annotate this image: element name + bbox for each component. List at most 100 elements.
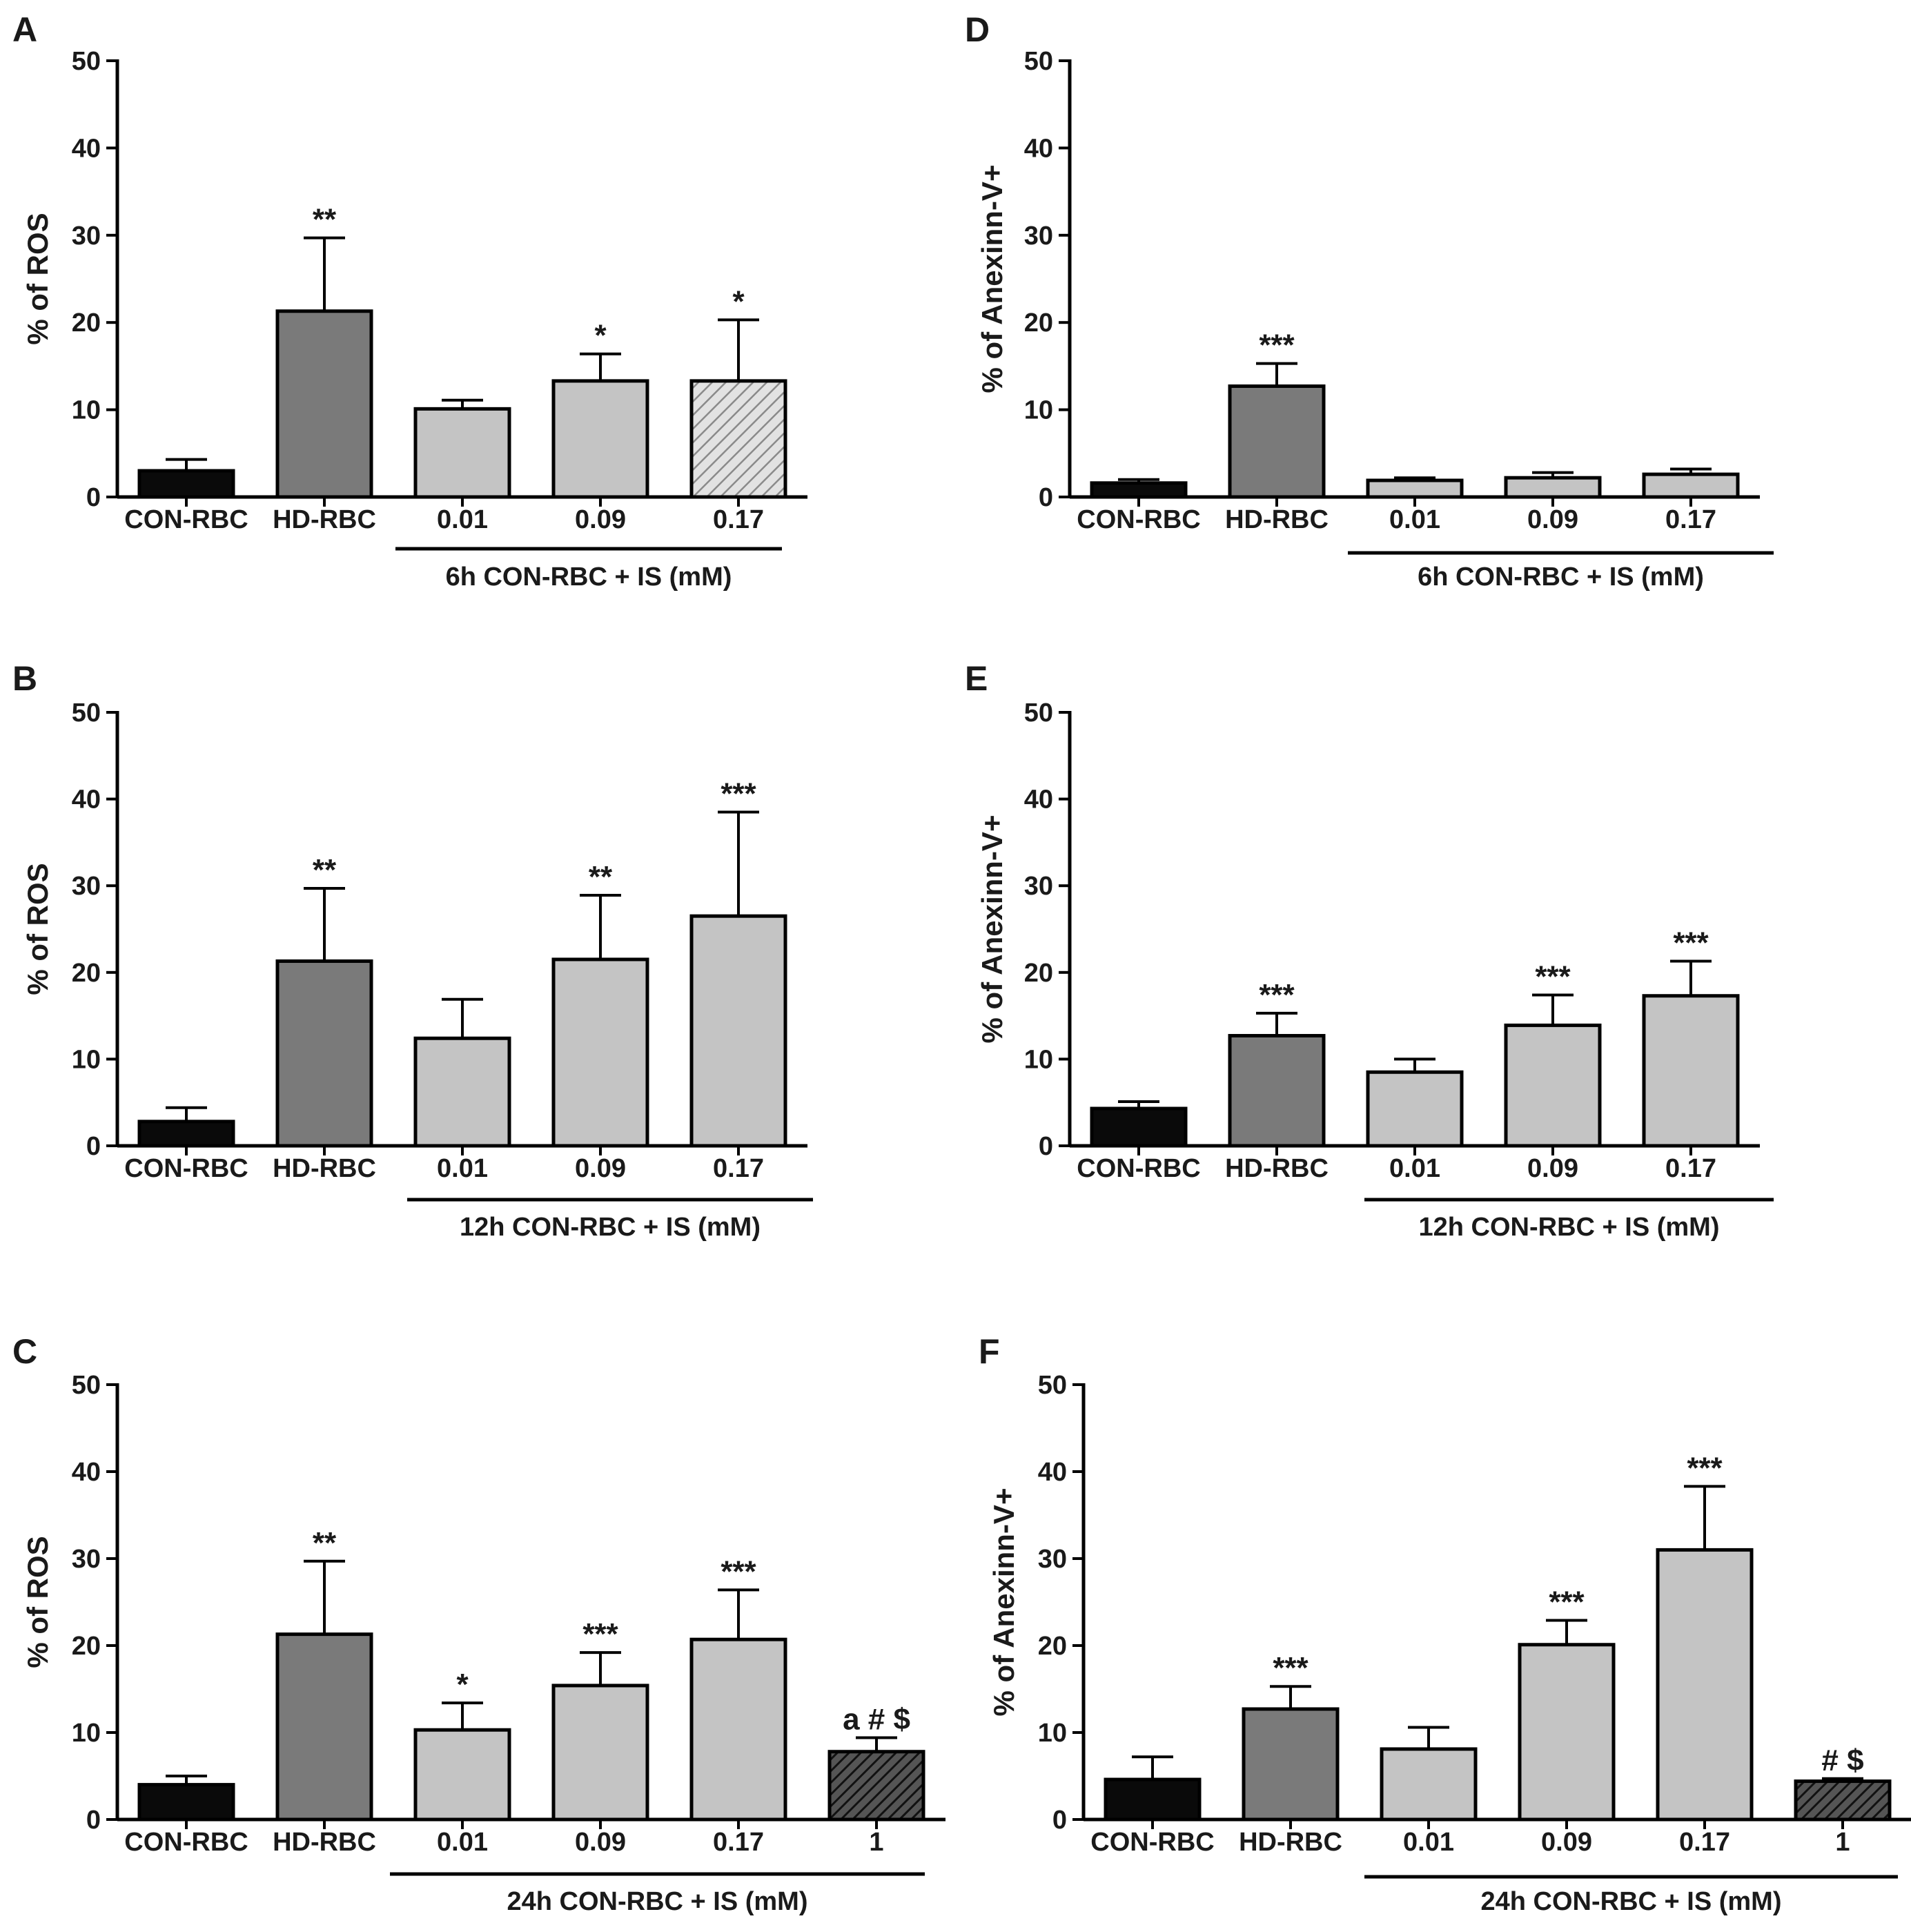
panel-f-bar-0-01 <box>1380 1747 1478 1822</box>
panel-c-significance-marker: ** <box>313 1526 337 1560</box>
panel-f-bar-1 <box>1794 1779 1892 1822</box>
panel-f-y-tick-label: 40 <box>1038 1458 1067 1487</box>
panel-f-x-tick-label: 0.17 <box>1679 1828 1730 1857</box>
panel-b-bar-0-01 <box>413 1036 511 1148</box>
panel-b-y-tick-label: 30 <box>72 872 101 901</box>
panel-e-x-tick-label: HD-RBC <box>1225 1154 1329 1183</box>
panel-e-bar-0-09 <box>1504 1023 1602 1148</box>
panel-c-bar-1 <box>827 1750 925 1822</box>
panel-d-x-tick-label: CON-RBC <box>1077 505 1200 534</box>
panel-d-group-label: 6h CON-RBC + IS (mM) <box>1418 563 1704 592</box>
panel-d-y-tick-label: 10 <box>1024 396 1053 425</box>
panel-d-x-tick-label: 0.17 <box>1665 505 1716 534</box>
panel-b-bar-hd-rbc <box>275 959 373 1148</box>
panel-d-significance-marker: *** <box>1259 329 1295 362</box>
panel-b-x-tick-label: HD-RBC <box>273 1154 376 1183</box>
panel-b-letter: B <box>12 659 37 698</box>
panel-f-y-tick-label: 20 <box>1038 1632 1067 1661</box>
panel-a-x-tick-label: 0.01 <box>437 505 488 534</box>
panel-f-significance-marker: # $ <box>1821 1744 1863 1777</box>
panel-d-x-tick-label: 0.09 <box>1527 505 1578 534</box>
panel-d-letter: D <box>965 10 990 49</box>
panel-e-y-tick-label: 50 <box>1024 699 1053 728</box>
panel-c-significance-marker: a # $ <box>843 1703 910 1737</box>
panel-d-bar-0-01 <box>1366 478 1464 499</box>
panel-d-y-axis-label: % of Anexinn-V+ <box>976 165 1008 393</box>
panel-b-significance-marker: ** <box>313 853 337 887</box>
panel-b-group-label: 12h CON-RBC + IS (mM) <box>460 1213 761 1242</box>
panel-a-y-tick-label: 20 <box>72 309 101 338</box>
panel-f-y-tick-label: 0 <box>1052 1806 1067 1835</box>
panel-c-bar-0-09 <box>551 1684 649 1822</box>
panel-d-y-tick-label: 50 <box>1024 47 1053 76</box>
panel-a-bar-hd-rbc <box>275 309 373 499</box>
panel-c-bar-hd-rbc <box>275 1632 373 1822</box>
panel-d-bar-0-09 <box>1504 476 1602 499</box>
panel-c-y-tick-label: 40 <box>72 1458 101 1487</box>
panel-a-letter: A <box>12 10 37 49</box>
panel-a-bar-con-rbc <box>137 469 235 499</box>
panel-f-bar-hd-rbc <box>1242 1707 1340 1822</box>
panel-b-x-tick-label: 0.17 <box>713 1154 764 1183</box>
panel-f-x-tick-label: 0.01 <box>1403 1828 1454 1857</box>
panel-b-y-tick-label: 0 <box>86 1132 101 1161</box>
panel-f-significance-marker: *** <box>1549 1585 1585 1619</box>
panel-d-x-tick-label: HD-RBC <box>1225 505 1329 534</box>
panel-d-y-tick-label: 40 <box>1024 134 1053 163</box>
panel-a-x-tick-label: 0.17 <box>713 505 764 534</box>
panel-b-y-tick-label: 50 <box>72 699 101 728</box>
panel-c-significance-marker: *** <box>721 1554 756 1588</box>
panel-e-y-tick-label: 30 <box>1024 872 1053 901</box>
panel-a-x-tick-label: HD-RBC <box>273 505 376 534</box>
panel-c-letter: C <box>12 1332 37 1371</box>
panel-e-significance-marker: *** <box>1673 926 1709 959</box>
panel-c-y-axis-label: % of ROS <box>21 1536 54 1668</box>
panel-a-bar-0-09 <box>551 379 649 499</box>
panel-f-bar-con-rbc <box>1104 1777 1202 1822</box>
panel-d-bar-hd-rbc <box>1228 384 1326 499</box>
panel-a-y-tick-label: 0 <box>86 483 101 512</box>
panel-d-y-tick-label: 20 <box>1024 309 1053 338</box>
panel-f-y-tick-label: 50 <box>1038 1371 1067 1400</box>
panel-a-group-label: 6h CON-RBC + IS (mM) <box>446 563 732 592</box>
panel-c-x-tick-label: CON-RBC <box>124 1828 248 1857</box>
panel-b-y-tick-label: 40 <box>72 786 101 814</box>
panel-e-group-label: 12h CON-RBC + IS (mM) <box>1419 1213 1720 1242</box>
panel-a-significance-marker: * <box>732 284 745 318</box>
panel-f-x-tick-label: CON-RBC <box>1090 1828 1214 1857</box>
panel-e-y-tick-label: 0 <box>1039 1132 1053 1161</box>
panel-f-y-axis-label: % of Anexinn-V+ <box>988 1488 1020 1717</box>
panel-f-bar-0-09 <box>1518 1643 1616 1822</box>
panel-f-bar-0-17 <box>1656 1548 1754 1822</box>
panel-f-y-tick-label: 10 <box>1038 1719 1067 1748</box>
panel-f-x-tick-label: 1 <box>1835 1828 1850 1857</box>
panel-e-bar-hd-rbc <box>1228 1033 1326 1148</box>
panel-e-significance-marker: *** <box>1535 959 1571 993</box>
panel-b-x-tick-label: CON-RBC <box>124 1154 248 1183</box>
panel-e-y-tick-label: 10 <box>1024 1045 1053 1074</box>
panel-c-bar-0-17 <box>689 1637 787 1822</box>
panel-e-y-axis-label: % of Anexinn-V+ <box>976 815 1008 1044</box>
panel-c-significance-marker: *** <box>582 1617 618 1651</box>
panel-c-group-label: 24h CON-RBC + IS (mM) <box>507 1887 808 1916</box>
panel-d-y-tick-label: 0 <box>1039 483 1053 512</box>
panel-a-y-tick-label: 50 <box>72 47 101 76</box>
panel-a-bar-0-17 <box>689 379 787 499</box>
panel-b-bar-0-09 <box>551 957 649 1148</box>
panel-c-y-tick-label: 50 <box>72 1371 101 1400</box>
panel-d-x-tick-label: 0.01 <box>1389 505 1440 534</box>
panel-a-x-tick-label: CON-RBC <box>124 505 248 534</box>
panel-e-bar-con-rbc <box>1090 1106 1188 1148</box>
panel-c-y-tick-label: 0 <box>86 1806 101 1835</box>
panel-c-bar-0-01 <box>413 1728 511 1822</box>
panel-d-bar-0-17 <box>1642 472 1740 499</box>
panel-e-x-tick-label: 0.09 <box>1527 1154 1578 1183</box>
panel-f-significance-marker: *** <box>1273 1651 1309 1685</box>
panel-a-bar-0-01 <box>413 407 511 499</box>
panel-c-x-tick-label: 0.17 <box>713 1828 764 1857</box>
panel-a-y-tick-label: 40 <box>72 134 101 163</box>
panel-b-bar-con-rbc <box>137 1120 235 1148</box>
panel-e-y-tick-label: 40 <box>1024 786 1053 814</box>
panel-e-significance-marker: *** <box>1259 978 1295 1012</box>
